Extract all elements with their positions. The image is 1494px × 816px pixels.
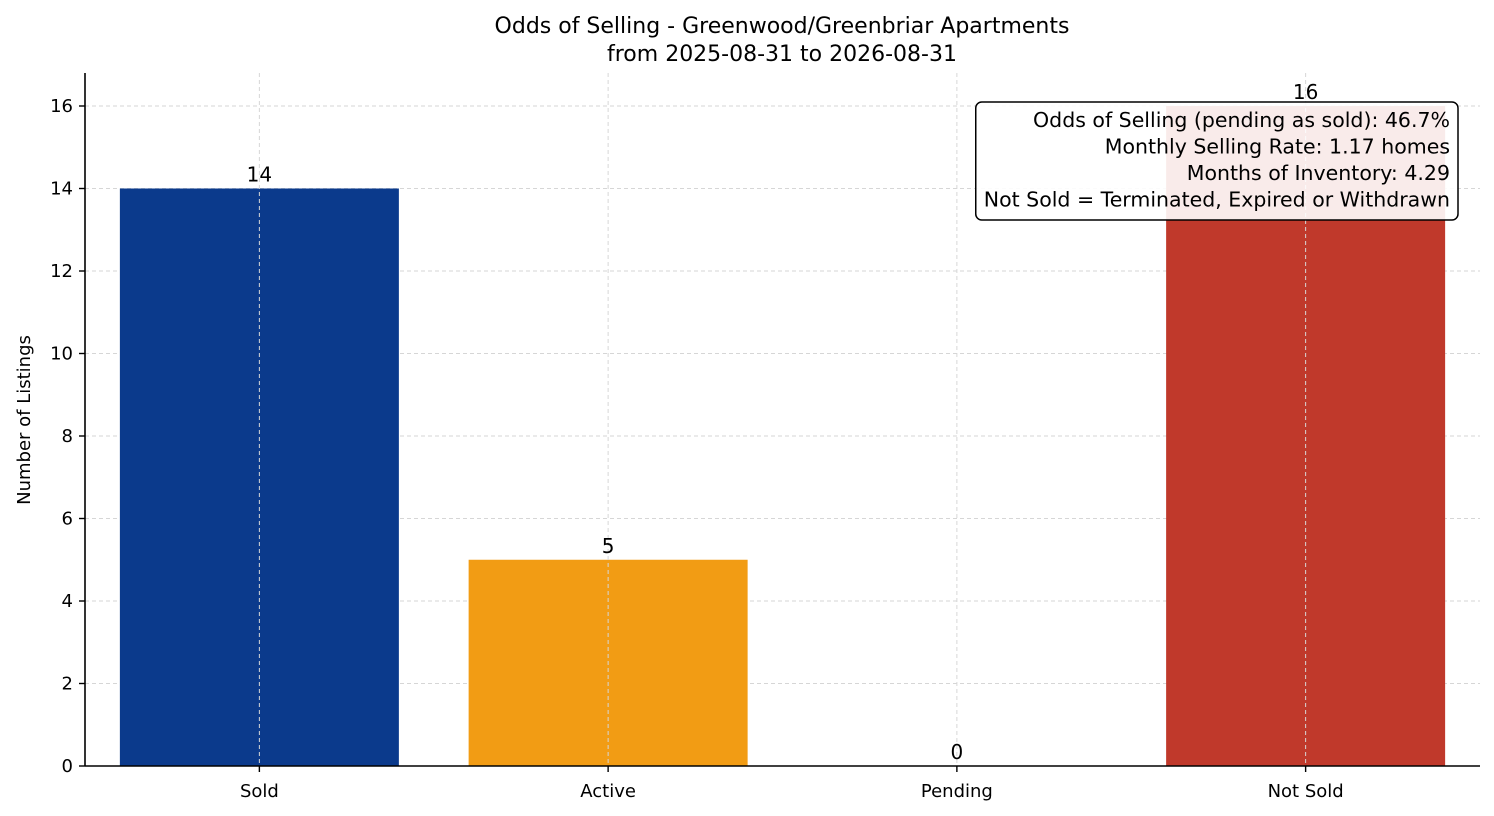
y-tick-label-0: 0: [62, 756, 73, 777]
annotation-box-frame: [975, 101, 1459, 221]
stats-annotation-box: Odds of Selling (pending as sold): 46.7%…: [975, 101, 1459, 221]
data-label-sold: 14: [247, 163, 272, 187]
x-tick-label-2: Pending: [921, 781, 993, 802]
x-tick-label-1: Active: [580, 781, 636, 802]
annotation-line-1: Odds of Selling (pending as sold): 46.7%: [1033, 108, 1450, 132]
chart-title-line-2: from 2025-08-31 to 2026-08-31: [607, 42, 957, 67]
x-tick-label-0: Sold: [240, 781, 279, 802]
y-tick-label-7: 14: [50, 179, 73, 200]
y-tick-label-4: 8: [62, 426, 73, 447]
annotation-line-2: Monthly Selling Rate: 1.17 homes: [1105, 135, 1450, 159]
y-tick-label-2: 4: [62, 591, 73, 612]
data-label-active: 5: [602, 534, 615, 558]
x-tick-label-3: Not Sold: [1268, 781, 1344, 802]
y-tick-label-1: 2: [62, 674, 73, 695]
data-labels: 14 5 0 16: [247, 80, 1319, 764]
bar-sold: [119, 188, 399, 766]
y-axis-label: Number of Listings: [14, 335, 35, 505]
chart-title: Odds of Selling - Greenwood/Greenbriar A…: [495, 14, 1070, 67]
annotation-line-3: Months of Inventory: 4.29: [1187, 161, 1450, 185]
axes: 0 2 4 6 8 10 12 14 16 Sold Active Pending Not Sold: [50, 73, 1480, 802]
y-tick-label-3: 6: [62, 509, 73, 530]
data-label-not-sold: 16: [1293, 80, 1318, 104]
chart-title-line-1: Odds of Selling - Greenwood/Greenbriar A…: [495, 14, 1070, 39]
y-tick-label-6: 12: [50, 261, 73, 282]
annotation-line-4: Not Sold = Terminated, Expired or Withdr…: [984, 188, 1450, 212]
y-tick-label-8: 16: [50, 96, 73, 117]
y-tick-label-5: 10: [50, 344, 73, 365]
data-label-pending: 0: [951, 740, 964, 764]
